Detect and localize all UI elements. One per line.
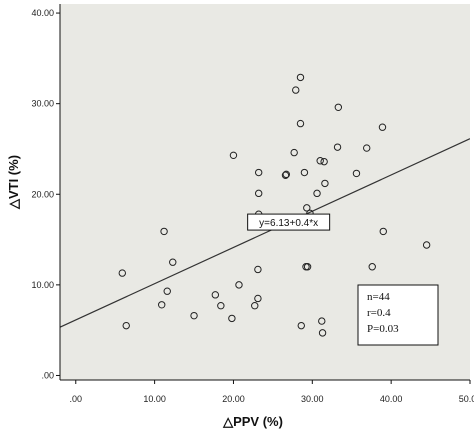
data-point: [297, 321, 305, 330]
x-axis-label: △PPV (%): [222, 414, 283, 429]
data-point: [160, 227, 168, 236]
y-tick-label: 40.00: [31, 8, 54, 18]
x-tick-label: .00: [70, 394, 83, 404]
y-tick-label: .00: [41, 370, 54, 380]
data-point: [254, 168, 263, 177]
fit-equation-label: y=6.13+0.4*x: [259, 218, 318, 229]
x-tick-label: 10.00: [143, 394, 166, 404]
x-tick-label: 20.00: [222, 394, 245, 404]
y-tick-label: 20.00: [31, 189, 54, 199]
data-point: [254, 294, 262, 303]
axes: [59, 4, 470, 381]
data-point: [254, 265, 262, 274]
fit-line: [60, 138, 470, 328]
data-point: [158, 301, 166, 309]
y-tick-label: 30.00: [31, 99, 54, 109]
stat-p: P=0.03: [367, 323, 399, 335]
stat-r: r=0.4: [367, 307, 391, 319]
data-point: [378, 123, 387, 131]
data-point: [422, 241, 431, 249]
data-point: [169, 258, 177, 266]
data-point: [235, 281, 243, 289]
stat-n: n=44: [367, 291, 390, 303]
data-point: [122, 321, 130, 330]
data-point: [228, 314, 236, 323]
data-point: [352, 169, 361, 178]
data-point: [229, 151, 238, 160]
y-tick-label: 10.00: [31, 280, 54, 290]
x-tick-label: 30.00: [301, 394, 324, 404]
data-point: [163, 287, 171, 295]
data-point: [318, 329, 327, 337]
data-point: [318, 317, 326, 325]
data-point: [281, 171, 290, 179]
data-point: [118, 269, 126, 277]
data-point: [379, 227, 387, 236]
fit-equation-box: y=6.13+0.4*x: [247, 213, 331, 231]
data-point: [363, 144, 371, 152]
data-point: [300, 168, 309, 177]
axis-ticks: .00 10.00 20.00 30.00 40.00 50.00 .00 10.00 20.0…: [31, 8, 474, 404]
data-point: [296, 73, 305, 82]
stats-box: n=44 r=0.4 P=0.03: [357, 284, 439, 346]
data-point: [190, 311, 198, 320]
data-point: [296, 119, 305, 128]
data-point: [303, 263, 312, 271]
data-point: [211, 291, 220, 299]
data-point: [321, 179, 329, 188]
data-point: [334, 103, 343, 111]
y-axis-label: △VTI (%): [6, 155, 21, 210]
data-point: [282, 170, 290, 179]
data-point: [217, 302, 225, 310]
data-point: [292, 86, 300, 94]
data-point: [320, 157, 328, 166]
fit-line-group: [60, 138, 470, 328]
data-point: [333, 143, 342, 151]
data-point: [316, 157, 324, 165]
data-point: [290, 148, 298, 157]
data-point: [251, 302, 259, 310]
data-point: [368, 263, 376, 271]
data-point: [254, 189, 263, 198]
x-tick-label: 40.00: [380, 394, 403, 404]
data-point: [303, 204, 311, 212]
data-point: [313, 189, 321, 198]
x-tick-label: 50.00: [459, 394, 474, 404]
